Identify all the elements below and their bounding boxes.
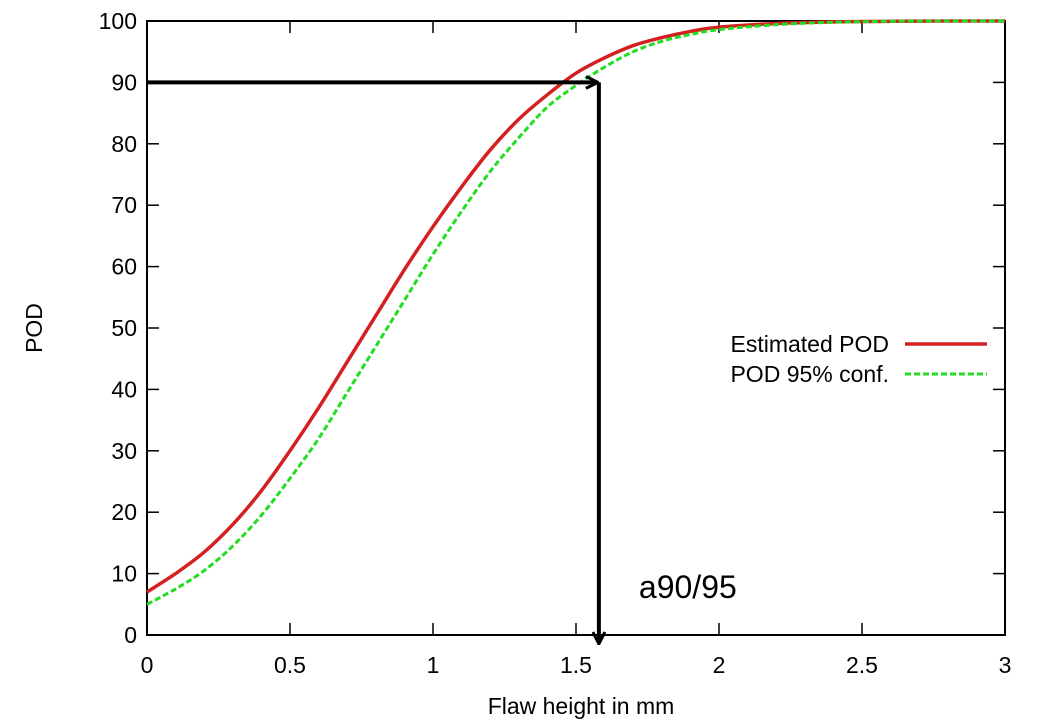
x-tick-label: 0.5 [274, 652, 306, 678]
x-tick-label: 1.5 [560, 652, 592, 678]
y-tick-label: 100 [99, 8, 137, 34]
legend-label-estimated-pod: Estimated POD [731, 331, 890, 357]
y-tick-label: 30 [111, 438, 137, 464]
y-tick-label: 60 [111, 254, 137, 280]
x-tick-label: 0 [141, 652, 154, 678]
x-tick-label: 1 [427, 652, 440, 678]
x-axis-title: Flaw height in mm [488, 693, 675, 719]
legend: Estimated POD POD 95% conf. [730, 331, 987, 387]
annotation-a90-95: a90/95 [639, 569, 737, 605]
x-tick-label: 3 [999, 652, 1012, 678]
annotation-arrows [147, 82, 599, 643]
y-tick-label: 10 [111, 561, 137, 587]
legend-label-pod-95-conf: POD 95% conf. [730, 361, 889, 387]
x-tick-label: 2 [713, 652, 726, 678]
y-tick-label: 50 [111, 315, 137, 341]
y-tick-label: 70 [111, 192, 137, 218]
plot-frame [146, 20, 1006, 636]
axis-ticks: 0 10 20 30 40 50 60 70 80 90 100 0 0.5 1 1.5 2 2.5 3 [99, 8, 1012, 678]
y-tick-label: 80 [111, 131, 137, 157]
y-tick-label: 0 [124, 622, 137, 648]
series-line-estimated-pod [146, 19, 1006, 594]
series-line-pod-95-conf [146, 19, 1006, 606]
y-tick-label: 90 [111, 69, 137, 95]
y-tick-label: 40 [111, 376, 137, 402]
series-lines [146, 19, 1006, 606]
y-tick-label: 20 [111, 499, 137, 525]
y-axis-title: POD [21, 303, 47, 353]
x-tick-label: 2.5 [846, 652, 878, 678]
